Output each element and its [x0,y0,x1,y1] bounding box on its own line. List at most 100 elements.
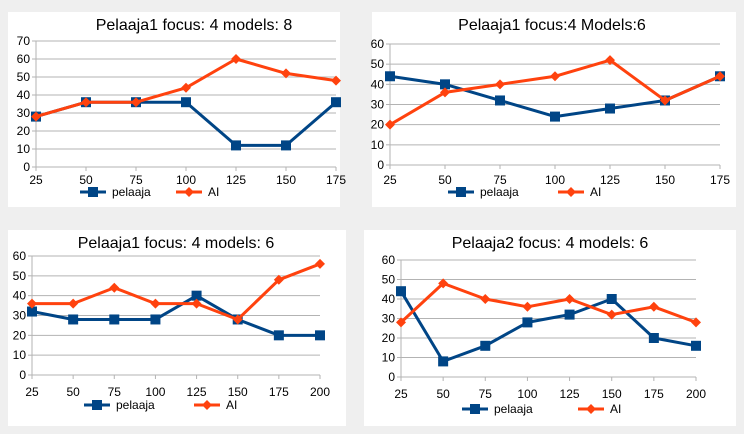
chart-svg: Pelaaja1 focus: 4 models: 6 0 10 20 30 40 50 60… [13,235,331,412]
y-tick-label: 40 [371,77,385,91]
data-point-AI [691,317,701,328]
data-point-AI [440,87,450,98]
legend-marker-pelaaja [88,187,98,197]
y-tick-label: 20 [382,331,396,345]
chart-svg: Pelaaja2 focus: 4 models: 6 0 10 20 30 40 50 60… [382,235,707,416]
data-point-pelaaja [480,340,491,351]
x-tick-label: 50 [438,173,452,187]
chart-svg: Pelaaja1 focus:4 Models:6 0 10 20 30 40 50 60 25… [371,17,731,199]
data-point-pelaaja [231,140,241,151]
x-tick-label: 75 [108,385,122,399]
data-point-AI [81,97,91,108]
x-tick-label: 100 [545,173,565,187]
y-tick-label: 40 [13,289,27,303]
data-point-pelaaja [438,356,449,367]
y-tick-label: 0 [377,158,384,172]
data-point-AI [550,71,560,82]
legend-marker-AI [202,400,212,410]
data-point-pelaaja [273,330,284,341]
legend-label-AI: AI [208,185,219,199]
data-point-AI [281,68,291,79]
x-tick-label: 25 [25,385,39,399]
y-tick-label: 60 [371,37,385,51]
data-point-AI [31,111,41,122]
legend-label-pelaaja: pelaaja [494,402,533,416]
data-point-AI [648,301,659,312]
chart-title: Pelaaja1 focus:4 Models:6 [458,17,646,34]
x-tick-label: 125 [187,385,207,399]
data-point-AI [480,294,491,304]
chart-svg: Pelaaja1 focus: 4 models: 8 0 10 20 30 40 50 60… [17,17,347,199]
x-tick-label: 150 [602,387,622,401]
data-point-AI [331,75,341,86]
data-point-pelaaja [550,111,560,122]
data-point-AI [385,119,395,130]
data-point-AI [131,97,141,108]
data-point-AI [606,309,617,320]
chart-title: Pelaaja1 focus: 4 models: 6 [78,235,275,252]
data-point-AI [232,314,243,325]
x-tick-label: 150 [228,385,248,399]
data-point-pelaaja [606,294,617,304]
data-point-pelaaja [648,333,659,343]
x-tick-label: 50 [79,173,93,187]
series-line-pelaaja [399,290,697,363]
x-tick-label: 25 [29,173,43,187]
y-tick-label: 30 [17,106,31,120]
y-tick-label: 0 [388,370,395,384]
data-point-pelaaja [315,330,325,341]
data-point-pelaaja [495,95,505,106]
chart-panel-4: Pelaaja2 focus: 4 models: 6 0 10 20 30 40 50 60… [364,230,736,426]
x-tick-label: 175 [326,173,346,187]
data-point-AI [231,54,241,64]
legend-label-AI: AI [590,185,601,199]
x-tick-label: 150 [655,173,675,187]
y-tick-label: 30 [371,98,385,112]
chart-panel-2: Pelaaja1 focus:4 Models:6 0 10 20 30 40 50 60 25… [371,12,736,207]
data-point-AI [660,95,670,106]
data-point-AI [495,79,505,90]
y-tick-label: 20 [17,124,31,138]
y-tick-label: 40 [17,88,31,102]
x-tick-label: 200 [686,387,706,401]
data-point-pelaaja [385,71,395,82]
legend-label-pelaaja: pelaaja [112,185,151,199]
x-tick-label: 175 [269,385,289,399]
y-tick-label: 0 [23,160,30,174]
legend-marker-pelaaja [92,400,102,410]
x-tick-label: 25 [383,173,397,187]
x-tick-label: 200 [310,385,330,399]
data-point-AI [715,71,725,82]
data-point-pelaaja [181,97,191,108]
x-tick-label: 125 [226,173,246,187]
x-tick-label: 100 [176,173,196,187]
chart-title: Pelaaja2 focus: 4 models: 6 [452,235,649,252]
data-point-pelaaja [191,290,202,301]
y-tick-label: 0 [19,368,26,382]
data-point-pelaaja [27,306,37,317]
data-point-pelaaja [440,79,450,90]
data-point-pelaaja [281,140,291,151]
y-tick-label: 30 [13,309,27,323]
y-tick-label: 60 [382,253,396,267]
x-tick-label: 175 [710,173,730,187]
x-tick-label: 125 [600,173,620,187]
chart-title: Pelaaja1 focus: 4 models: 8 [96,17,293,34]
y-tick-label: 50 [382,273,396,287]
y-tick-label: 60 [17,52,31,66]
series-line-pelaaja [31,294,320,337]
data-point-AI [27,298,37,309]
data-point-AI [191,298,202,309]
y-tick-label: 20 [13,328,27,342]
data-point-AI [564,294,575,304]
chart-panel-1: Pelaaja1 focus: 4 models: 8 0 10 20 30 40 50 60… [8,12,347,207]
series-line-AI [32,262,321,321]
x-tick-label: 150 [276,173,296,187]
y-tick-label: 20 [371,118,385,132]
x-tick-label: 25 [394,387,408,401]
data-point-pelaaja [564,309,575,320]
x-tick-label: 75 [479,387,493,401]
data-point-AI [68,298,79,309]
x-tick-label: 125 [560,387,580,401]
y-tick-label: 70 [17,34,31,48]
